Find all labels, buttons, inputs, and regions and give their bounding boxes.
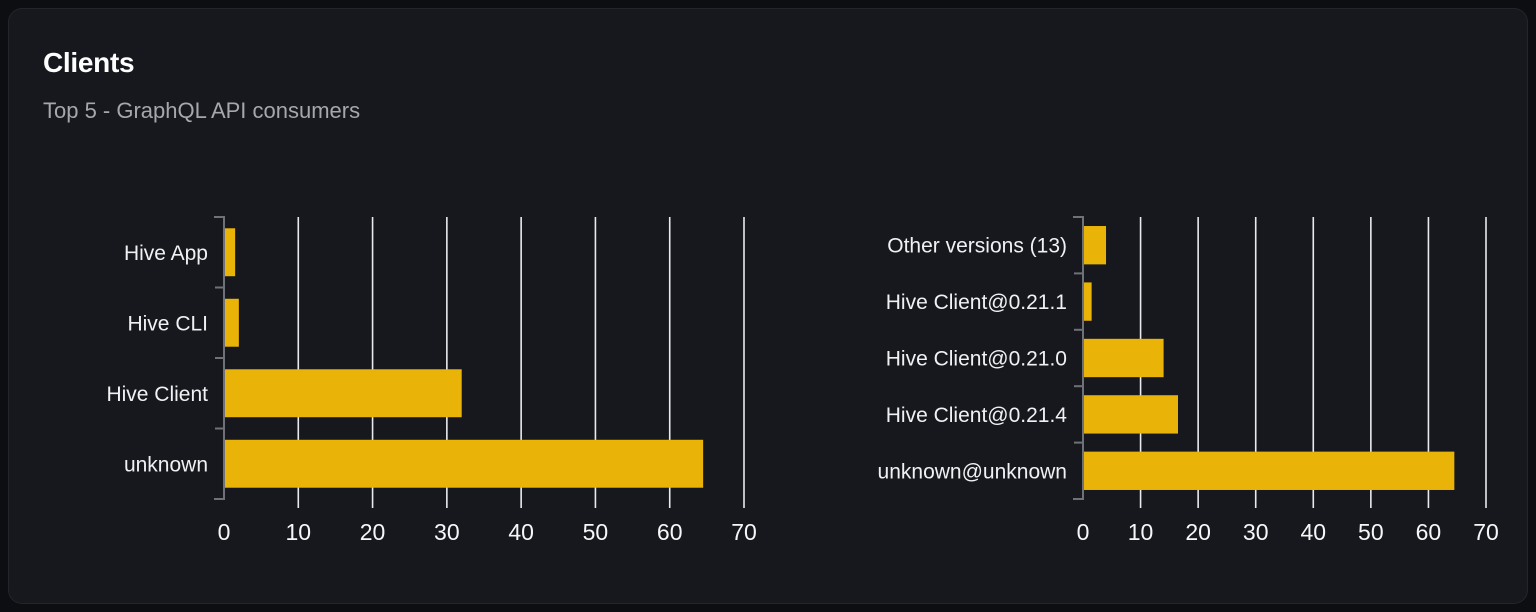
category-label: unknown@unknown [878, 460, 1067, 483]
bar[interactable] [224, 369, 462, 418]
x-tick-label: 60 [657, 519, 683, 545]
bar[interactable] [224, 439, 704, 488]
category-label: Hive Client@0.21.4 [886, 404, 1068, 427]
x-tick-label: 30 [1243, 519, 1269, 545]
x-tick-label: 20 [360, 519, 386, 545]
bar[interactable] [1083, 226, 1107, 265]
clients-bar-chart: 0 10 20 30 40 50 60 70 Hive App Hive CLI Hive Clie… [106, 216, 757, 545]
bar[interactable] [224, 228, 236, 277]
card-title: Clients [43, 47, 135, 78]
x-tick-label: 40 [1300, 519, 1326, 545]
bar[interactable] [1083, 395, 1178, 434]
category-label: Hive Client [106, 383, 208, 406]
bar[interactable] [1083, 451, 1455, 490]
x-tick-label: 0 [1077, 519, 1090, 545]
bar[interactable] [224, 298, 239, 347]
y-axis-line [1073, 216, 1084, 500]
category-label: Hive App [124, 242, 208, 265]
client-versions-bar-chart: 0 10 20 30 40 50 60 70 Other versions (13) Hive C… [878, 216, 1499, 545]
x-tick-label: 70 [731, 519, 757, 545]
x-tick-label: 10 [285, 519, 311, 545]
card-subtitle: Top 5 - GraphQL API consumers [43, 98, 361, 123]
bar[interactable] [1083, 282, 1092, 321]
x-tick-label: 60 [1416, 519, 1442, 545]
category-label: Hive Client@0.21.1 [886, 291, 1067, 314]
category-label: Hive Client@0.21.0 [886, 348, 1067, 371]
x-tick-label: 40 [508, 519, 534, 545]
x-tick-label: 20 [1185, 519, 1211, 545]
x-tick-label: 50 [583, 519, 609, 545]
x-tick-label: 30 [434, 519, 460, 545]
x-tick-label: 70 [1473, 519, 1499, 545]
category-label: Hive CLI [127, 312, 208, 335]
x-tick-label: 50 [1358, 519, 1384, 545]
clients-card: Clients Top 5 - GraphQL API consumers 0 1… [8, 8, 1528, 604]
category-label: Other versions (13) [887, 235, 1067, 258]
x-tick-label: 10 [1128, 519, 1154, 545]
category-label: unknown [124, 453, 208, 476]
x-tick-label: 0 [218, 519, 231, 545]
bar[interactable] [1083, 338, 1164, 378]
